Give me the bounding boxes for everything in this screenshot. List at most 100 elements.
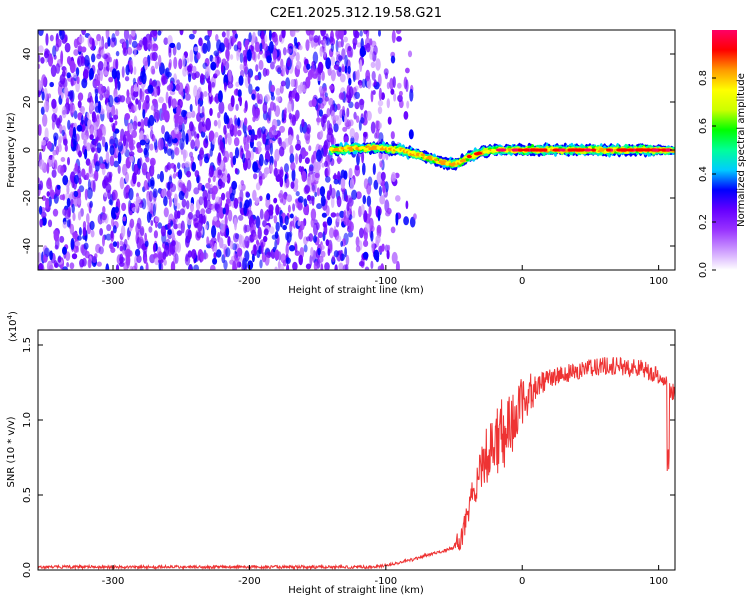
noise-speck <box>393 93 397 102</box>
noise-speck <box>271 124 276 131</box>
noise-speck <box>65 251 71 262</box>
noise-speck <box>348 221 354 233</box>
noise-speck <box>291 114 297 126</box>
noise-speck <box>84 65 90 75</box>
noise-speck <box>123 30 130 41</box>
noise-speck <box>123 238 128 249</box>
noise-speck <box>214 131 219 138</box>
noise-speck <box>66 56 72 65</box>
noise-speck <box>342 126 348 132</box>
noise-speck <box>256 141 262 148</box>
noise-speck <box>386 249 390 260</box>
noise-speck <box>310 30 315 36</box>
noise-speck <box>59 125 63 131</box>
noise-speck <box>168 96 172 109</box>
noise-speck <box>146 211 151 223</box>
noise-speck <box>173 255 177 265</box>
noise-speck <box>243 135 247 146</box>
noise-speck <box>81 106 85 115</box>
noise-speck <box>275 221 280 232</box>
x-tick-label: 0 <box>519 576 525 587</box>
noise-speck <box>119 253 124 265</box>
noise-speck <box>81 115 84 125</box>
noise-speck <box>298 45 303 51</box>
noise-speck <box>248 32 252 43</box>
noise-speck <box>390 131 395 140</box>
noise-speck <box>148 226 153 233</box>
noise-speck <box>99 69 103 82</box>
noise-speck <box>179 30 184 36</box>
noise-speck <box>306 176 312 186</box>
signal-peak <box>552 148 560 152</box>
noise-speck <box>72 231 78 238</box>
noise-speck <box>38 30 44 37</box>
noise-speck <box>97 128 102 138</box>
noise-speck <box>102 206 106 214</box>
noise-speck <box>142 168 147 174</box>
noise-speck <box>287 204 291 213</box>
noise-speck <box>179 138 185 150</box>
noise-speck <box>119 240 123 246</box>
noise-speck <box>128 123 134 134</box>
noise-speck <box>397 94 403 103</box>
noise-speck <box>261 126 266 135</box>
noise-speck <box>151 98 158 105</box>
noise-speck <box>391 30 396 44</box>
noise-speck <box>168 83 174 91</box>
noise-speck <box>156 109 160 122</box>
noise-speck <box>81 46 87 53</box>
noise-speck <box>280 58 284 69</box>
noise-speck <box>41 91 45 101</box>
noise-speck <box>234 217 237 231</box>
noise-speck <box>364 266 370 270</box>
noise-speck <box>225 115 230 125</box>
noise-speck <box>328 227 335 239</box>
noise-speck <box>94 138 99 147</box>
noise-speck <box>154 257 160 266</box>
noise-speck <box>207 177 211 184</box>
noise-speck <box>244 224 251 233</box>
noise-speck <box>274 148 280 162</box>
noise-speck <box>85 172 90 181</box>
noise-speck <box>186 179 192 192</box>
noise-speck <box>73 190 79 198</box>
noise-speck <box>323 86 327 93</box>
noise-speck <box>77 211 82 221</box>
noise-speck <box>358 82 363 89</box>
noise-speck <box>234 253 239 262</box>
noise-speck <box>206 236 210 246</box>
noise-speck <box>259 208 264 220</box>
noise-speck <box>176 230 183 237</box>
noise-speck <box>308 196 313 205</box>
noise-speck <box>289 245 295 252</box>
noise-speck <box>191 249 197 260</box>
y-tick-label: 20 <box>22 96 33 109</box>
noise-speck <box>364 222 371 233</box>
noise-speck <box>176 42 181 51</box>
noise-speck <box>238 184 242 192</box>
noise-speck <box>376 171 383 185</box>
noise-speck <box>334 264 338 270</box>
noise-speck <box>320 250 326 258</box>
noise-speck <box>144 232 148 241</box>
noise-speck <box>112 225 117 234</box>
noise-speck <box>278 137 283 147</box>
noise-speck <box>279 169 284 178</box>
noise-speck <box>131 40 138 49</box>
noise-speck <box>256 127 262 139</box>
noise-speck <box>270 61 275 70</box>
y-tick-label: 1.0 <box>22 412 33 428</box>
noise-speck <box>64 34 68 43</box>
signal-peak <box>606 148 611 152</box>
noise-speck <box>272 246 276 253</box>
noise-speck <box>223 124 227 135</box>
noise-speck <box>153 230 158 239</box>
noise-speck <box>242 257 248 270</box>
x-tick-label: -200 <box>238 576 261 587</box>
noise-speck <box>233 44 239 52</box>
noise-speck <box>271 234 277 240</box>
noise-speck <box>229 117 233 131</box>
noise-speck <box>204 224 208 230</box>
noise-speck <box>305 236 311 242</box>
noise-speck <box>176 79 180 85</box>
